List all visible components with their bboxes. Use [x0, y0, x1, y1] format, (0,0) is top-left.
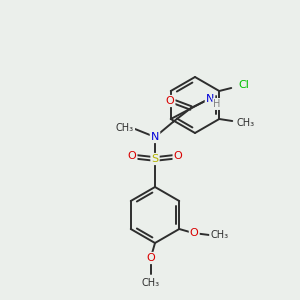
Text: Cl: Cl [239, 80, 250, 90]
Text: N: N [206, 94, 214, 104]
Text: O: O [190, 228, 199, 238]
Text: CH₃: CH₃ [210, 230, 228, 240]
Text: S: S [152, 154, 159, 164]
Text: O: O [147, 253, 155, 263]
Text: O: O [128, 151, 136, 161]
Text: O: O [166, 96, 174, 106]
Text: CH₃: CH₃ [116, 123, 134, 133]
Text: CH₃: CH₃ [236, 118, 254, 128]
Text: CH₃: CH₃ [142, 278, 160, 288]
Text: H: H [213, 99, 221, 109]
Text: O: O [174, 151, 182, 161]
Text: N: N [151, 132, 159, 142]
